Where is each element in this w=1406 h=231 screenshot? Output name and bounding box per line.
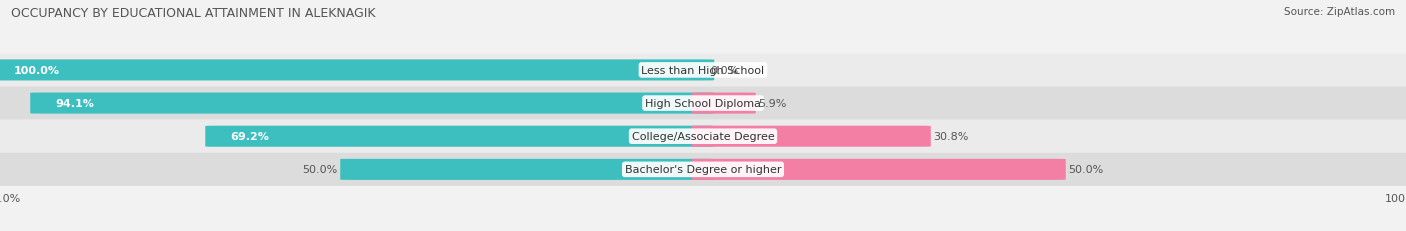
Text: 30.8%: 30.8%: [934, 132, 969, 142]
FancyBboxPatch shape: [0, 60, 714, 81]
Text: 50.0%: 50.0%: [1069, 165, 1104, 175]
FancyBboxPatch shape: [0, 120, 1406, 153]
Text: 0.0%: 0.0%: [710, 66, 738, 76]
FancyBboxPatch shape: [0, 87, 1406, 120]
Text: 100.0%: 100.0%: [14, 66, 60, 76]
Text: Source: ZipAtlas.com: Source: ZipAtlas.com: [1284, 7, 1395, 17]
FancyBboxPatch shape: [0, 54, 1406, 87]
FancyBboxPatch shape: [0, 153, 1406, 186]
Text: College/Associate Degree: College/Associate Degree: [631, 132, 775, 142]
Text: 69.2%: 69.2%: [231, 132, 270, 142]
Text: OCCUPANCY BY EDUCATIONAL ATTAINMENT IN ALEKNAGIK: OCCUPANCY BY EDUCATIONAL ATTAINMENT IN A…: [11, 7, 375, 20]
Text: High School Diploma: High School Diploma: [645, 99, 761, 109]
FancyBboxPatch shape: [31, 93, 714, 114]
FancyBboxPatch shape: [340, 159, 714, 180]
Text: 5.9%: 5.9%: [759, 99, 787, 109]
FancyBboxPatch shape: [692, 126, 931, 147]
Text: 94.1%: 94.1%: [56, 99, 94, 109]
FancyBboxPatch shape: [692, 159, 1066, 180]
FancyBboxPatch shape: [692, 93, 756, 114]
Text: 50.0%: 50.0%: [302, 165, 337, 175]
FancyBboxPatch shape: [205, 126, 714, 147]
Text: Less than High School: Less than High School: [641, 66, 765, 76]
Text: Bachelor's Degree or higher: Bachelor's Degree or higher: [624, 165, 782, 175]
